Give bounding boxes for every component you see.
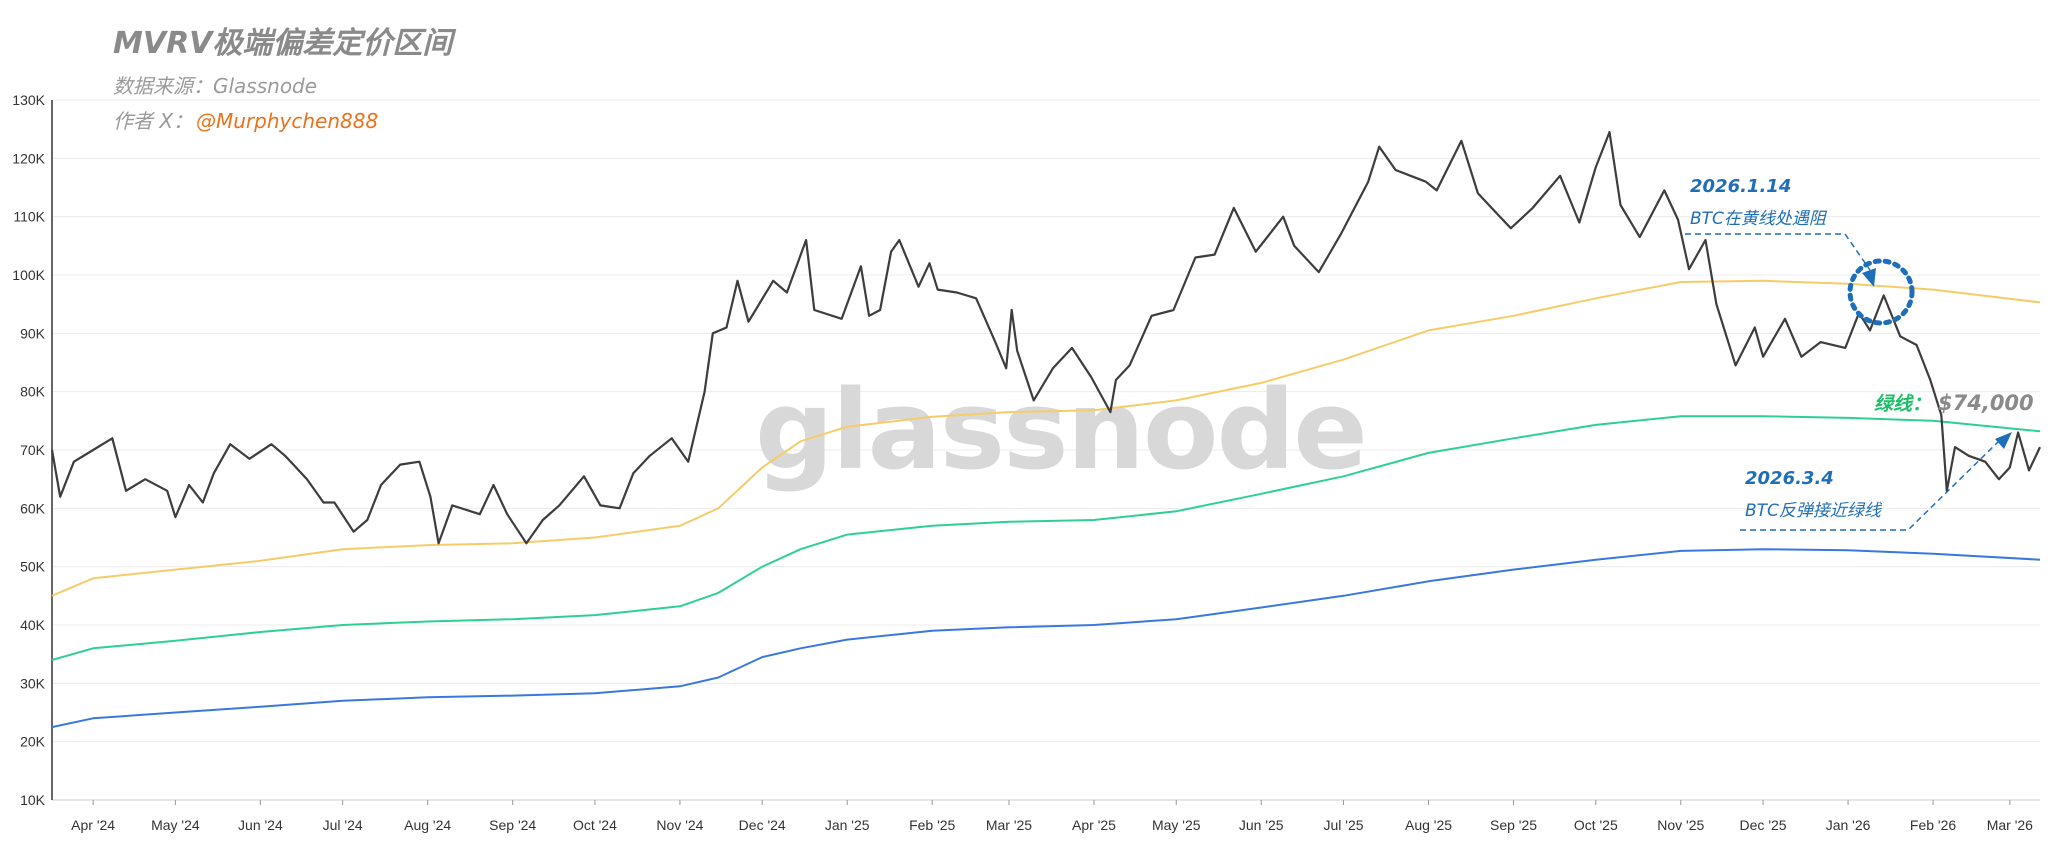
annotation-mar-connector	[1740, 441, 1999, 531]
y-tick-label: 80K	[20, 384, 46, 400]
y-tick-label: 30K	[20, 675, 46, 691]
data-source: 数据来源：Glassnode	[113, 74, 317, 98]
x-tick-label: Sep '25	[1490, 817, 1537, 833]
x-tick-label: Feb '26	[1910, 817, 1956, 833]
y-tick-label: 60K	[20, 500, 46, 516]
annotation-jan-date: 2026.1.14	[1690, 176, 1791, 197]
x-tick-label: Apr '24	[71, 817, 115, 833]
x-tick-label: Jun '25	[1239, 817, 1284, 833]
gridlines	[52, 99, 2040, 801]
y-tick-label: 50K	[20, 559, 46, 575]
annotation-mar-arrowhead	[1995, 432, 2012, 449]
green-line-label: 绿线：	[1874, 393, 1931, 415]
annotation-jan-arrowhead	[1862, 268, 1876, 287]
watermark: glassnode	[755, 366, 1366, 494]
green-line-price: $74,000	[1938, 391, 2034, 415]
blue-series-line	[51, 548, 2041, 729]
annotation-mar-date: 2026.3.4	[1745, 468, 1834, 489]
x-tick-label: Dec '24	[739, 817, 786, 833]
x-tick-label: Mar '26	[1987, 817, 2033, 833]
annotation-mar-text: BTC反弹接近绿线	[1745, 501, 1883, 521]
y-tick-label: 20K	[20, 734, 46, 750]
series-lines	[50, 131, 2041, 729]
x-tick-label: Jun '24	[238, 817, 283, 833]
annotation-jan-connector	[1685, 233, 1871, 271]
x-tick-label: Jul '25	[1323, 817, 1363, 833]
y-axis-ticks: 10K 20K 30K 40K 50K 60K 70K 80K 90K 100K 110K 120K 1…	[12, 92, 45, 808]
y-tick-label: 120K	[12, 150, 45, 166]
y-tick-label: 40K	[20, 617, 46, 633]
x-tick-label: Mar '25	[986, 817, 1032, 833]
annotation-jan-text: BTC在黄线处遇阻	[1690, 209, 1828, 229]
x-tick-label: Jan '26	[1826, 817, 1871, 833]
btc-series-line	[50, 131, 2041, 545]
y-tick-label: 10K	[20, 792, 46, 808]
chart-title: MVRV极端偏差定价区间	[113, 26, 456, 61]
x-tick-label: Oct '24	[573, 817, 617, 833]
y-tick-label: 110K	[13, 209, 45, 225]
green-series-line	[51, 415, 2041, 661]
x-tick-label: Aug '25	[1405, 817, 1452, 833]
author-prefix: 作者 X：	[113, 109, 193, 133]
y-tick-label: 100K	[12, 267, 45, 283]
x-tick-label: Nov '25	[1657, 817, 1704, 833]
author-handle[interactable]: @Murphychen888	[196, 109, 378, 133]
yellow-series-line	[51, 279, 2041, 597]
x-tick-label: May '24	[151, 817, 200, 833]
x-tick-label: Apr '25	[1072, 817, 1116, 833]
x-tick-label: Aug '24	[404, 817, 451, 833]
x-tick-label: Jan '25	[825, 817, 870, 833]
x-axis-ticks: Apr '24 May '24 Jun '24 Jul '24 Aug '24 Sep '…	[71, 800, 2033, 833]
x-tick-label: Dec '25	[1740, 817, 1787, 833]
x-tick-label: Sep '24	[489, 817, 536, 833]
y-tick-label: 90K	[20, 325, 46, 341]
y-tick-label: 130K	[12, 92, 45, 108]
y-tick-label: 70K	[20, 442, 46, 458]
x-tick-label: Nov '24	[656, 817, 703, 833]
x-tick-label: Jul '24	[323, 817, 363, 833]
x-tick-label: May '25	[1152, 817, 1201, 833]
annotation-jan-circle	[1847, 258, 1915, 326]
x-tick-label: Feb '25	[909, 817, 955, 833]
x-tick-label: Oct '25	[1574, 817, 1618, 833]
